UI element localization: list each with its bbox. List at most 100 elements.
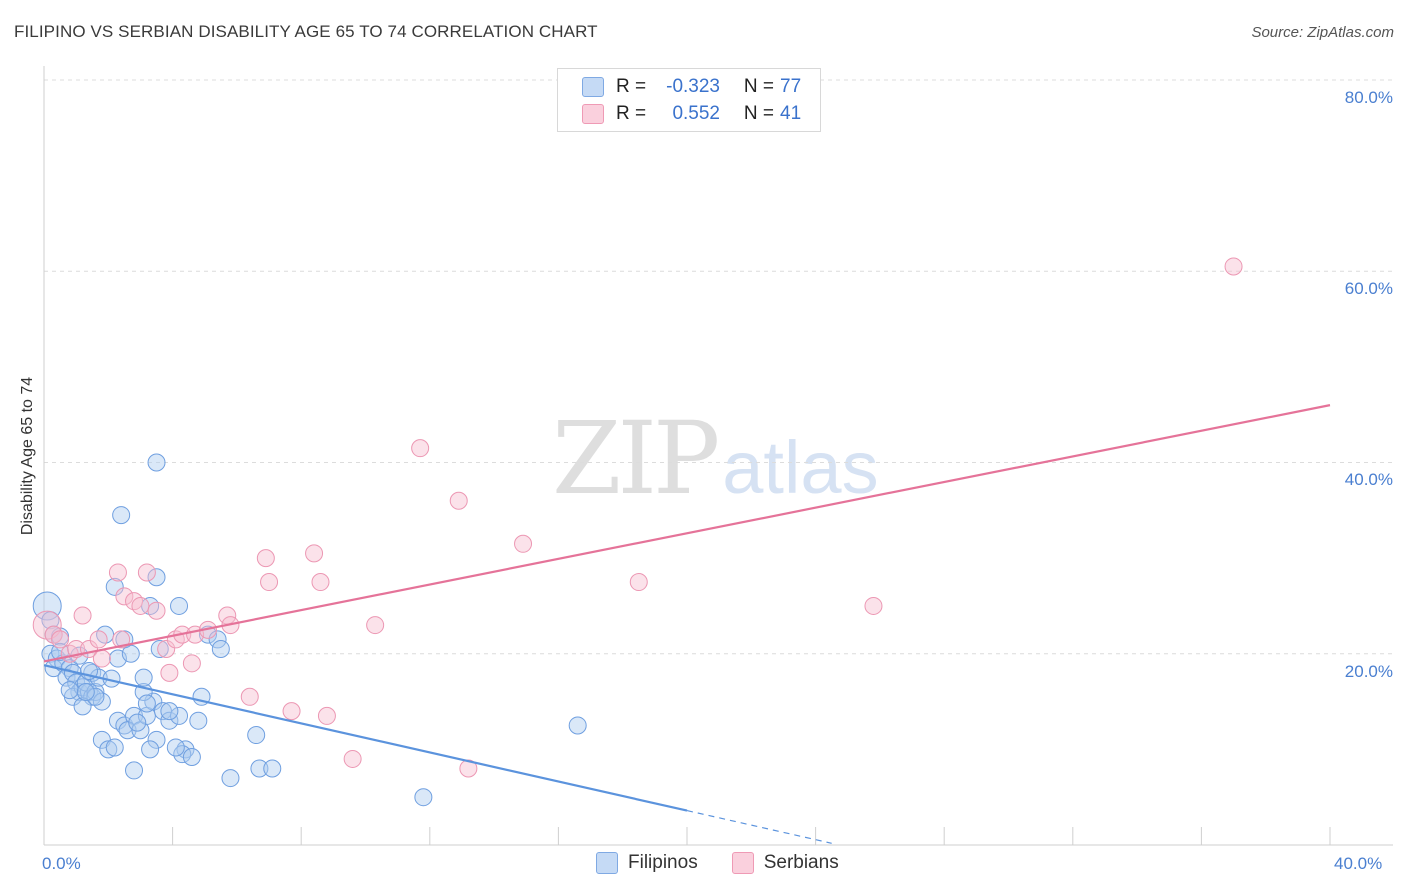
- point-serbians: [449, 491, 468, 510]
- watermark-atlas: atlas: [722, 426, 879, 509]
- point-serbians: [343, 749, 362, 768]
- y-tick-label: 60.0%: [1345, 279, 1393, 298]
- point-serbians: [282, 702, 301, 721]
- legend-r-value: -0.323: [666, 76, 720, 97]
- point-filipinos: [170, 706, 189, 725]
- point-filipinos: [568, 716, 587, 735]
- point-serbians: [317, 706, 336, 725]
- point-filipinos: [125, 761, 144, 780]
- legend-n-label: N =: [743, 76, 774, 97]
- gridlines: [44, 79, 1393, 655]
- trend-lines: [43, 404, 1331, 844]
- legend-item-serbians[interactable]: Serbians: [731, 852, 839, 874]
- point-serbians: [1224, 257, 1243, 276]
- point-serbians: [411, 439, 430, 458]
- point-serbians: [182, 654, 201, 673]
- x-tick-label: 40.0%: [1334, 854, 1382, 873]
- point-filipinos: [211, 639, 230, 658]
- point-filipinos: [414, 788, 433, 807]
- point-serbians: [256, 549, 275, 568]
- axes: [43, 66, 1393, 846]
- point-filipinos: [86, 683, 105, 701]
- source-label: Source: ZipAtlas.com: [1251, 24, 1394, 41]
- point-filipinos: [189, 711, 208, 730]
- point-serbians: [305, 544, 324, 563]
- point-filipinos: [128, 713, 147, 732]
- point-filipinos: [147, 453, 166, 472]
- point-filipinos: [247, 726, 266, 745]
- point-serbians: [160, 663, 179, 682]
- point-filipinos: [86, 687, 105, 706]
- point-filipinos: [73, 697, 92, 716]
- point-serbians: [108, 563, 127, 582]
- point-serbians: [73, 606, 92, 625]
- point-filipinos: [137, 694, 156, 713]
- data-points: [32, 257, 1243, 807]
- point-serbians: [112, 630, 131, 649]
- point-filipinos: [147, 730, 166, 749]
- point-serbians: [629, 573, 648, 592]
- legend-swatch-filipinos: [582, 77, 604, 97]
- legend-row-serbians: R = 0.552 N = 41: [582, 101, 818, 127]
- trend-line-serbians: [43, 404, 1331, 663]
- point-serbians: [51, 630, 70, 649]
- point-serbians: [115, 587, 134, 606]
- legend-swatch-serbians: [731, 852, 754, 874]
- legend-swatch-serbians: [582, 104, 604, 124]
- y-tick-label: 20.0%: [1345, 662, 1393, 681]
- watermark: ZIPatlas: [552, 400, 879, 517]
- point-serbians: [131, 596, 150, 615]
- trend-line-extension-filipinos: [686, 809, 832, 844]
- point-filipinos: [99, 740, 118, 759]
- series-legend: Filipinos Serbians: [596, 852, 873, 874]
- y-tick-label: 80.0%: [1345, 88, 1393, 107]
- point-filipinos: [134, 668, 153, 687]
- legend-n-value: 41: [780, 103, 802, 124]
- legend-row-filipinos: R = -0.323 N = 77: [582, 74, 818, 100]
- legend-item-filipinos[interactable]: Filipinos: [596, 852, 698, 874]
- legend-r-label: R =: [616, 76, 647, 97]
- point-serbians: [89, 630, 108, 649]
- point-serbians: [459, 759, 478, 778]
- point-filipinos: [105, 738, 124, 757]
- point-filipinos: [160, 711, 179, 730]
- legend-label-filipinos: Filipinos: [628, 852, 698, 873]
- point-filipinos: [166, 738, 185, 757]
- point-filipinos: [182, 748, 201, 767]
- legend-r-value: 0.552: [672, 103, 720, 124]
- point-serbians: [157, 639, 176, 658]
- correlation-legend: R = -0.323 N = 77 R = 0.552 N = 41: [557, 68, 821, 132]
- point-serbians: [147, 601, 166, 620]
- point-serbians: [864, 596, 883, 615]
- point-filipinos: [141, 740, 160, 759]
- point-serbians: [260, 573, 279, 592]
- legend-n-value: 77: [780, 76, 802, 97]
- chart-title: FILIPINO VS SERBIAN DISABILITY AGE 65 TO…: [14, 22, 598, 41]
- x-tick-label: 0.0%: [42, 854, 81, 873]
- point-filipinos: [208, 630, 227, 649]
- point-filipinos: [160, 702, 179, 721]
- point-filipinos: [150, 639, 169, 658]
- point-serbians: [137, 563, 156, 582]
- point-serbians: [92, 649, 111, 668]
- point-serbians: [514, 534, 533, 553]
- tick-labels: 0.0% 40.0% 20.0% 40.0% 60.0% 80.0%: [42, 88, 1393, 873]
- watermark-zip: ZIP: [552, 400, 720, 517]
- y-tick-label: 40.0%: [1345, 470, 1393, 489]
- legend-r-label: R =: [616, 103, 647, 124]
- point-filipinos: [76, 683, 95, 701]
- point-serbians: [32, 610, 62, 640]
- point-filipinos: [250, 759, 269, 778]
- legend-n-label: N =: [743, 103, 774, 124]
- point-filipinos: [118, 721, 137, 740]
- trend-line-filipinos: [43, 664, 688, 812]
- point-filipinos: [147, 568, 166, 587]
- point-filipinos: [144, 692, 163, 711]
- point-filipinos: [105, 577, 124, 596]
- legend-swatch-filipinos: [596, 852, 618, 874]
- point-filipinos: [60, 681, 79, 700]
- point-filipinos: [221, 769, 240, 788]
- point-filipinos: [263, 759, 282, 778]
- point-serbians: [240, 687, 259, 706]
